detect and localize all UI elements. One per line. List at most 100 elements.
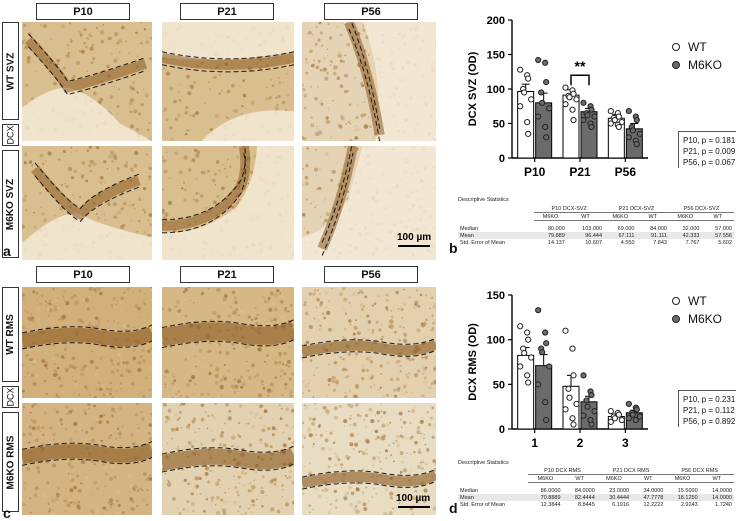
cell-dot — [238, 435, 242, 438]
cell-dot — [211, 414, 214, 417]
table-subheader: M6KO — [665, 474, 700, 483]
cell-dot — [42, 24, 47, 29]
cell-dot — [84, 430, 89, 434]
cell-dot — [183, 198, 187, 202]
cell-dot — [164, 369, 169, 374]
cell-dot — [213, 416, 217, 420]
cell-dot — [378, 328, 382, 332]
cell-dot — [379, 386, 382, 389]
table-corner — [458, 205, 534, 213]
cell-dot — [314, 429, 316, 431]
cell-dot — [426, 448, 429, 450]
cell-dot — [70, 40, 73, 43]
cell-dot — [348, 103, 352, 106]
cell-dot — [219, 384, 224, 390]
cell-dot — [325, 430, 328, 433]
cell-dot — [399, 470, 403, 474]
cell-dot — [22, 293, 25, 297]
cell-dot — [413, 450, 416, 454]
cell-dot — [173, 99, 177, 104]
cell-dot — [395, 290, 399, 295]
cell-dot — [164, 386, 167, 388]
cell-dot — [227, 416, 232, 421]
cell-dot — [255, 321, 259, 325]
cell-dot — [408, 472, 411, 474]
legend-m6ko-label-d: M6KO — [688, 312, 723, 326]
cell-dot — [433, 303, 436, 306]
dashed-outline — [22, 456, 152, 466]
cell-dot — [128, 101, 133, 106]
cell-dot — [279, 417, 283, 420]
cell-dot — [327, 489, 329, 491]
dashed-outline — [302, 468, 436, 478]
cell-dot — [113, 347, 116, 350]
cell-dot — [390, 323, 394, 328]
table-group-header: P56 DCX RMS — [665, 467, 734, 475]
cell-dot — [283, 308, 287, 312]
data-point — [521, 89, 528, 96]
cell-dot — [73, 74, 76, 78]
cell-dot — [132, 348, 136, 352]
data-point — [607, 418, 614, 425]
cell-dot — [51, 463, 57, 468]
cell-dot — [218, 73, 221, 76]
cell-dot — [27, 32, 32, 37]
cell-dot — [369, 360, 374, 364]
cell-dot — [224, 422, 226, 425]
cell-dot — [142, 359, 146, 363]
cell-dot — [324, 151, 329, 156]
cell-dot — [317, 85, 319, 88]
cell-dot — [137, 306, 141, 311]
cell-dot — [91, 511, 93, 514]
cell-dot — [44, 300, 47, 303]
cell-dot — [148, 122, 151, 125]
cell-dot — [216, 194, 220, 198]
cell-dot — [138, 196, 141, 198]
cell-dot — [324, 291, 329, 295]
cell-dot — [337, 51, 342, 56]
cell-dot — [399, 325, 402, 328]
cell-dot — [314, 487, 318, 491]
cell-dot — [194, 355, 197, 358]
cell-dot — [348, 485, 352, 490]
cell-dot — [133, 109, 138, 114]
cell-dot — [138, 317, 141, 319]
cell-dot — [253, 470, 255, 472]
legend-m6ko-label-b: M6KO — [688, 58, 723, 72]
cell-dot — [165, 159, 168, 162]
cell-dot — [47, 308, 50, 311]
cell-dot — [379, 460, 382, 463]
cell-dot — [135, 403, 140, 406]
cell-dot — [390, 454, 392, 456]
cell-dot — [80, 372, 85, 377]
cell-dot — [316, 297, 320, 302]
cell-dot — [93, 288, 97, 291]
cell-dot — [22, 501, 24, 506]
cell-dot — [64, 510, 67, 512]
cell-dot — [199, 492, 202, 495]
cell-dot — [165, 117, 169, 122]
cell-dot — [414, 496, 419, 501]
cell-dot — [376, 435, 380, 439]
cell-dot — [188, 379, 192, 383]
cell-dot — [329, 509, 332, 511]
cell-dot — [74, 383, 78, 386]
cell-dot — [106, 97, 108, 100]
cell-dot — [303, 226, 306, 230]
cell-dot — [339, 292, 343, 297]
cell-dot — [368, 116, 370, 118]
cell-dot — [368, 355, 372, 359]
cell-dot — [164, 472, 166, 475]
table-subheader: M6KO — [534, 212, 567, 221]
cell-dot — [113, 31, 119, 37]
cell-dot — [181, 403, 183, 406]
cell-dot — [263, 425, 266, 428]
cell-dot — [140, 155, 145, 160]
cell-dot — [431, 435, 435, 439]
cell-dot — [131, 442, 136, 446]
cell-dot — [174, 117, 178, 121]
cell-dot — [417, 464, 422, 469]
cell-dot — [131, 489, 135, 493]
cell-dot — [267, 300, 270, 303]
dashed-outline — [162, 152, 246, 234]
